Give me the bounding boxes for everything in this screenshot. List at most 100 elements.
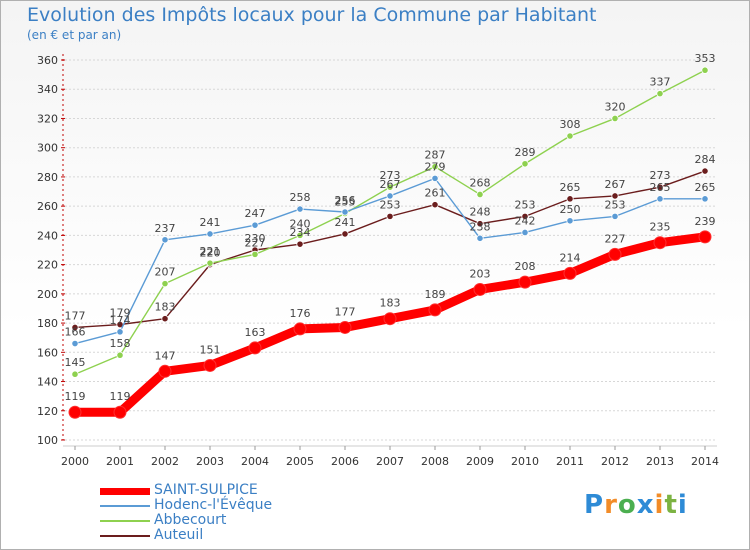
y-tick-label: 180 xyxy=(37,317,58,330)
data-point-abbecourt xyxy=(296,231,304,239)
data-label-hodenc-l-v-que: 250 xyxy=(560,203,581,216)
data-point-hodenc-l-v-que xyxy=(116,328,124,336)
data-label-saint-sulpice: 203 xyxy=(470,267,491,280)
y-tick-label: 120 xyxy=(37,405,58,418)
data-point-abbecourt xyxy=(431,163,439,171)
data-label-saint-sulpice: 214 xyxy=(560,251,581,264)
data-point-hodenc-l-v-que xyxy=(251,221,259,229)
data-point-abbecourt xyxy=(161,280,169,288)
data-label-hodenc-l-v-que: 174 xyxy=(110,314,131,327)
data-point-hodenc-l-v-que xyxy=(206,230,214,238)
legend-label: Abbecourt xyxy=(154,512,227,528)
data-label-hodenc-l-v-que: 166 xyxy=(65,326,86,339)
data-label-auteuil: 284 xyxy=(695,153,716,166)
y-tick-label: 340 xyxy=(37,83,58,96)
data-point-saint-sulpice xyxy=(113,405,127,419)
data-point-abbecourt xyxy=(701,66,709,74)
data-point-auteuil xyxy=(701,167,709,175)
legend-label: Hodenc-l'Évêque xyxy=(154,497,273,513)
data-label-auteuil: 177 xyxy=(65,309,86,322)
data-point-auteuil xyxy=(611,192,619,200)
data-label-abbecourt: 240 xyxy=(290,217,311,230)
data-point-auteuil xyxy=(161,315,169,323)
data-point-saint-sulpice xyxy=(473,282,487,296)
data-point-hodenc-l-v-que xyxy=(296,205,304,213)
y-tick-label: 300 xyxy=(37,142,58,155)
x-tick-label: 2013 xyxy=(646,455,674,468)
data-point-saint-sulpice xyxy=(518,275,532,289)
x-tick-label: 2007 xyxy=(376,455,404,468)
y-tick-label: 100 xyxy=(37,434,58,447)
y-tick-label: 260 xyxy=(37,200,58,213)
data-point-saint-sulpice xyxy=(608,247,622,261)
x-tick-label: 2002 xyxy=(151,455,179,468)
data-point-abbecourt xyxy=(116,351,124,359)
y-tick-label: 140 xyxy=(37,376,58,389)
data-point-auteuil xyxy=(656,183,664,191)
data-label-saint-sulpice: 176 xyxy=(290,307,311,320)
data-label-hodenc-l-v-que: 265 xyxy=(695,181,716,194)
data-point-auteuil xyxy=(476,220,484,228)
data-point-saint-sulpice xyxy=(248,341,262,355)
data-label-auteuil: 183 xyxy=(155,301,176,314)
data-point-hodenc-l-v-que xyxy=(431,174,439,182)
data-label-auteuil: 220 xyxy=(200,247,221,260)
y-tick-label: 360 xyxy=(37,54,58,67)
data-point-saint-sulpice xyxy=(383,312,397,326)
data-point-hodenc-l-v-que xyxy=(476,234,484,242)
data-point-saint-sulpice xyxy=(653,236,667,250)
data-label-auteuil: 261 xyxy=(425,187,446,200)
x-tick-label: 2014 xyxy=(691,455,719,468)
data-label-abbecourt: 207 xyxy=(155,266,176,279)
data-label-hodenc-l-v-que: 241 xyxy=(200,216,221,229)
y-tick-label: 160 xyxy=(37,346,58,359)
y-tick-label: 200 xyxy=(37,288,58,301)
proxiti-logo: Proxiti xyxy=(584,490,688,520)
data-point-auteuil xyxy=(566,195,574,203)
data-point-auteuil xyxy=(431,201,439,209)
data-label-hodenc-l-v-que: 267 xyxy=(380,178,401,191)
data-label-saint-sulpice: 147 xyxy=(155,349,176,362)
y-tick-label: 280 xyxy=(37,171,58,184)
chart-title: Evolution des Impôts locaux pour la Comm… xyxy=(27,4,597,26)
data-point-hodenc-l-v-que xyxy=(566,217,574,225)
x-tick-label: 2004 xyxy=(241,455,269,468)
data-point-hodenc-l-v-que xyxy=(521,228,529,237)
data-label-abbecourt: 158 xyxy=(110,337,131,350)
y-tick-label: 240 xyxy=(37,229,58,242)
chart-subtitle: (en € et par an) xyxy=(27,28,122,42)
data-label-saint-sulpice: 183 xyxy=(380,297,401,310)
data-point-saint-sulpice xyxy=(698,230,712,244)
data-label-auteuil: 241 xyxy=(335,216,356,229)
x-tick-label: 2000 xyxy=(61,455,89,468)
data-point-saint-sulpice xyxy=(203,358,217,372)
data-point-auteuil xyxy=(341,230,349,238)
legend-label: Auteuil xyxy=(154,527,204,543)
x-tick-label: 2011 xyxy=(556,455,584,468)
data-point-saint-sulpice xyxy=(563,266,577,280)
data-point-abbecourt xyxy=(386,183,394,191)
data-label-saint-sulpice: 189 xyxy=(425,288,446,301)
y-tick-label: 320 xyxy=(37,112,58,125)
data-point-saint-sulpice xyxy=(158,364,172,378)
data-label-abbecourt: 353 xyxy=(695,52,716,65)
data-point-saint-sulpice xyxy=(293,322,307,336)
x-tick-label: 2006 xyxy=(331,455,359,468)
data-point-abbecourt xyxy=(566,132,574,140)
data-point-auteuil xyxy=(521,212,529,220)
data-point-auteuil xyxy=(71,323,79,332)
data-label-abbecourt: 273 xyxy=(380,169,401,182)
x-tick-label: 2001 xyxy=(106,455,134,468)
data-label-abbecourt: 227 xyxy=(245,236,266,249)
data-label-hodenc-l-v-que: 242 xyxy=(515,214,536,227)
data-label-abbecourt: 287 xyxy=(425,149,446,162)
data-label-auteuil: 267 xyxy=(605,178,626,191)
data-point-saint-sulpice xyxy=(338,320,352,334)
data-point-hodenc-l-v-que xyxy=(71,339,79,348)
data-point-abbecourt xyxy=(611,114,619,123)
data-label-saint-sulpice: 177 xyxy=(335,305,356,318)
data-point-hodenc-l-v-que xyxy=(656,195,664,203)
data-label-saint-sulpice: 163 xyxy=(245,326,266,339)
data-point-abbecourt xyxy=(206,259,214,267)
